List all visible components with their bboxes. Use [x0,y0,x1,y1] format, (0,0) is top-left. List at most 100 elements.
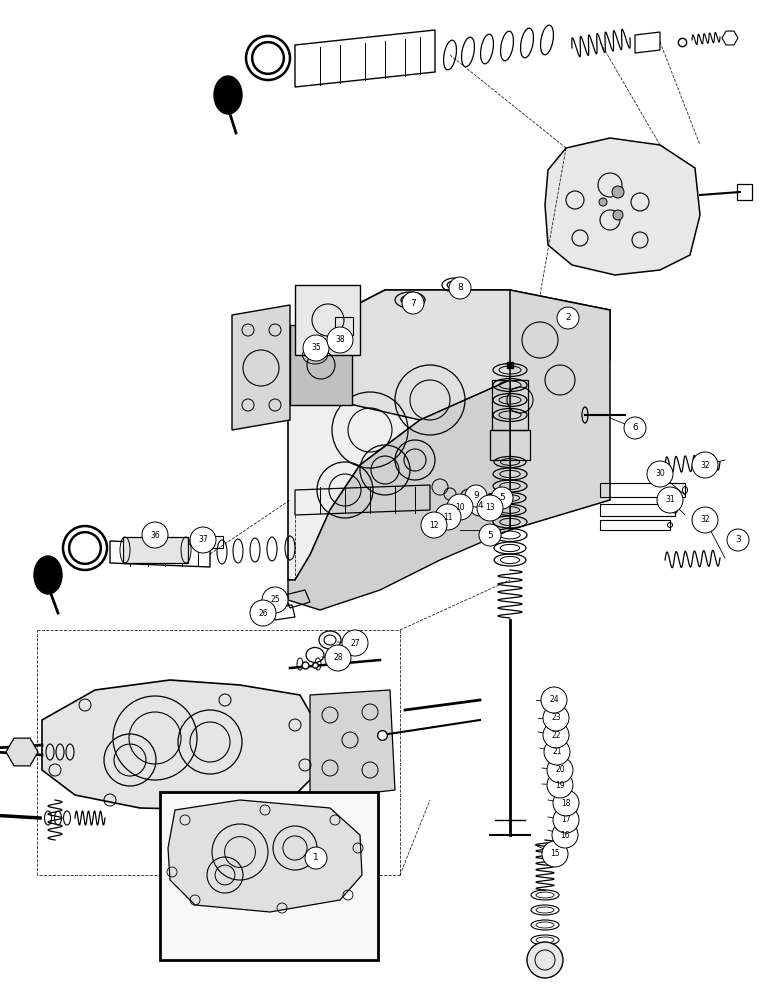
Circle shape [262,587,288,613]
Text: 4: 4 [477,500,482,510]
Text: 11: 11 [443,512,452,522]
Circle shape [557,307,579,329]
Text: 1: 1 [313,854,319,862]
Text: 7: 7 [410,298,416,308]
Bar [335,317,353,335]
Text: 22: 22 [551,730,560,740]
Text: 8: 8 [457,284,463,292]
Circle shape [542,841,568,867]
Text: 16: 16 [560,830,570,840]
Circle shape [541,687,567,713]
Circle shape [477,495,503,521]
Bar [600,520,670,530]
Circle shape [657,487,683,513]
Circle shape [613,210,623,220]
Text: 21: 21 [552,748,562,756]
Bar [490,430,530,460]
Polygon shape [288,290,610,420]
Bar [600,483,685,497]
Text: 28: 28 [334,654,343,662]
Circle shape [612,186,624,198]
Bar [737,184,752,200]
Text: 23: 23 [551,714,560,722]
Text: 37: 37 [198,536,208,544]
Polygon shape [6,738,38,766]
Text: 30: 30 [655,470,665,479]
Text: 32: 32 [700,460,709,470]
Circle shape [547,772,573,798]
Circle shape [142,522,168,548]
Text: 36: 36 [150,530,160,540]
Circle shape [553,790,579,816]
Text: 5: 5 [487,530,493,540]
Circle shape [727,529,749,551]
Polygon shape [310,690,395,800]
Circle shape [479,524,501,546]
Text: 32: 32 [700,516,709,524]
Circle shape [469,494,491,516]
Polygon shape [288,380,510,610]
Circle shape [624,417,646,439]
Circle shape [599,198,607,206]
Circle shape [527,942,563,978]
Polygon shape [42,680,320,810]
Text: 19: 19 [555,780,565,790]
Circle shape [647,461,673,487]
Circle shape [402,292,424,314]
Polygon shape [510,290,610,530]
Ellipse shape [34,556,62,594]
Circle shape [447,494,473,520]
Bar [492,380,528,430]
Circle shape [491,487,513,509]
Polygon shape [288,290,510,580]
Bar [295,285,360,355]
Text: 35: 35 [311,344,321,353]
Polygon shape [168,800,362,912]
Bar [290,325,352,405]
Text: 5: 5 [499,493,505,502]
Polygon shape [232,305,290,430]
Bar [600,504,675,516]
Polygon shape [545,138,700,275]
Circle shape [552,822,578,848]
Circle shape [547,757,573,783]
Text: 13: 13 [485,504,495,512]
Text: 10: 10 [455,502,465,512]
Circle shape [305,847,327,869]
Text: 17: 17 [561,816,571,824]
Circle shape [435,504,461,530]
Circle shape [465,485,487,507]
Circle shape [544,739,570,765]
Circle shape [250,600,276,626]
Circle shape [421,512,447,538]
Circle shape [543,722,569,748]
Text: 27: 27 [350,639,360,648]
Circle shape [692,507,718,533]
Circle shape [553,807,579,833]
Text: 9: 9 [473,491,479,500]
Circle shape [325,645,351,671]
Text: 38: 38 [335,336,345,344]
Text: 3: 3 [735,536,741,544]
Bar [205,536,223,548]
Text: 18: 18 [561,798,571,808]
Circle shape [692,452,718,478]
Circle shape [303,335,329,361]
Circle shape [543,705,569,731]
Text: 25: 25 [270,595,279,604]
Bar [123,537,188,563]
Bar [160,792,378,960]
Text: 20: 20 [555,766,565,774]
Text: 31: 31 [665,495,675,504]
Circle shape [342,630,368,656]
Circle shape [190,527,216,553]
Text: 24: 24 [549,696,559,704]
Text: 26: 26 [258,608,268,617]
Circle shape [327,327,353,353]
Text: 2: 2 [565,314,571,322]
Ellipse shape [214,76,242,114]
Text: 15: 15 [550,850,560,858]
Circle shape [449,277,471,299]
Text: 12: 12 [429,520,438,530]
Text: 6: 6 [632,424,638,432]
